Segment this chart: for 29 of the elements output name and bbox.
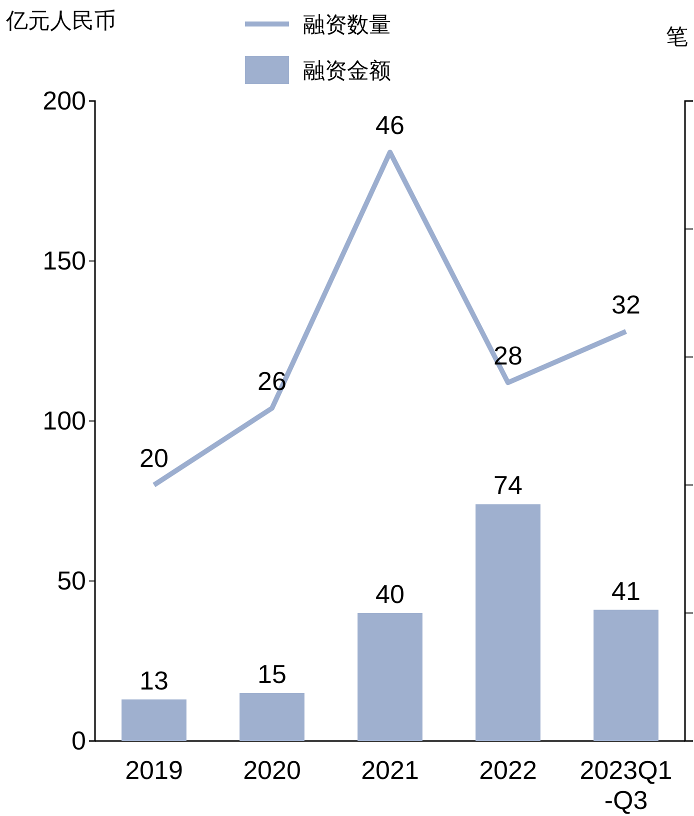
y-tick-label: 150 [42, 245, 86, 276]
bar [358, 613, 422, 741]
bar [594, 610, 658, 741]
y-tick-label: 100 [42, 405, 86, 436]
y-tick-label: 50 [57, 565, 86, 596]
bar [476, 504, 540, 741]
bar [240, 693, 304, 741]
data-label: 32 [612, 289, 640, 320]
data-label: 20 [140, 443, 168, 473]
data-label: 40 [376, 579, 404, 609]
data-label: 13 [140, 665, 168, 696]
x-tick-label: 2019 [125, 755, 183, 785]
y-tick-label: 200 [42, 85, 86, 116]
data-label: 41 [612, 576, 640, 606]
x-tick-label: 2022 [479, 755, 537, 785]
data-label: 26 [258, 366, 286, 396]
y-tick-label: 0 [72, 725, 86, 756]
y-axis-title: 亿元人民币 [5, 8, 116, 33]
y2-axis-title: 笔 [666, 24, 688, 49]
x-tick-label: 2023Q1-Q3 [580, 755, 672, 815]
x-tick-label: 2020 [243, 755, 301, 785]
data-label: 28 [494, 340, 522, 371]
legend-label: 融资金额 [303, 58, 391, 83]
bar [122, 699, 186, 741]
legend-label: 融资数量 [303, 12, 391, 37]
data-label: 74 [494, 470, 522, 500]
data-label: 15 [258, 659, 286, 689]
data-label: 46 [376, 110, 404, 140]
x-tick-label: 2021 [361, 755, 419, 785]
